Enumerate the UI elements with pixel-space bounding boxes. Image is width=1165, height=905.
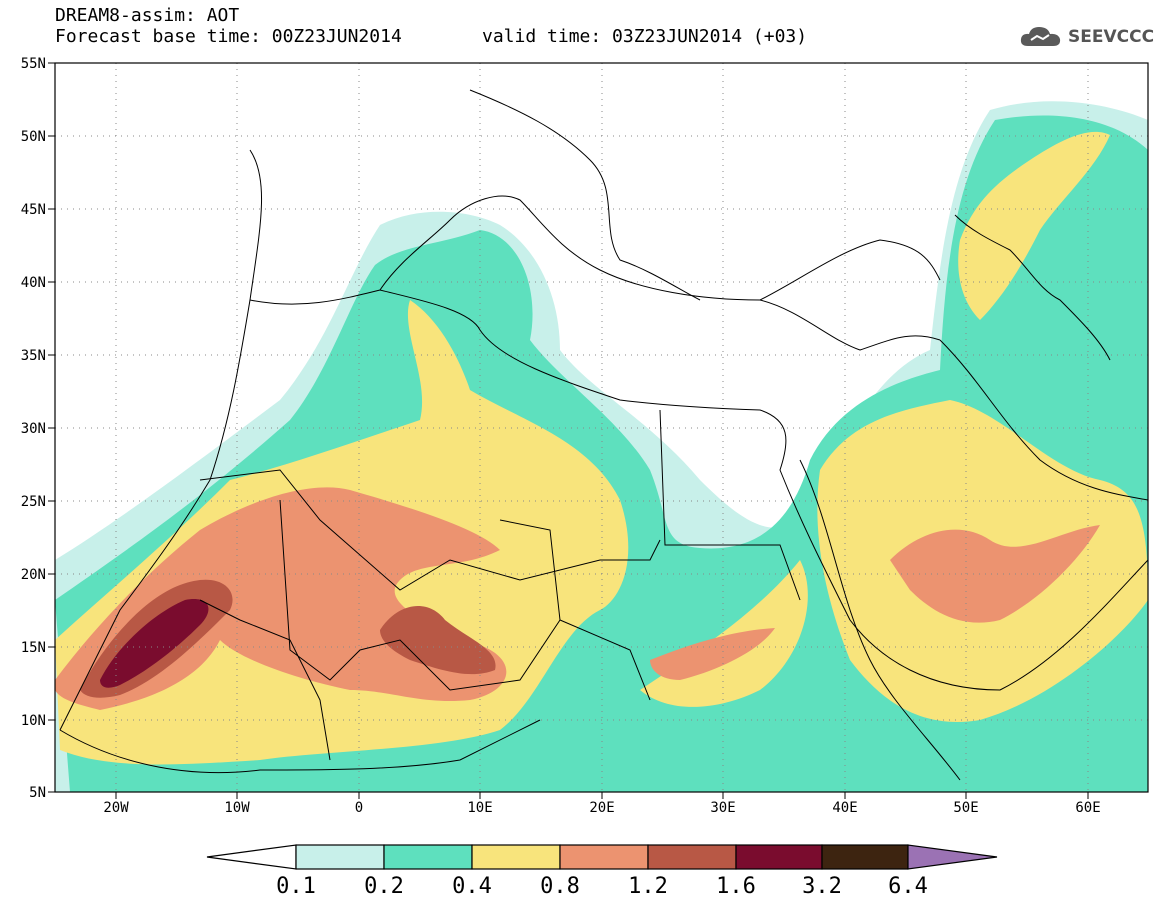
lat-label: 45N (21, 202, 46, 218)
color-legend (206, 844, 998, 870)
lat-label: 15N (21, 640, 46, 656)
legend-labels: 0.1 0.2 0.4 0.8 1.2 1.6 3.2 6.4 (276, 874, 928, 899)
lon-label: 20E (589, 800, 614, 816)
lat-label: 20N (21, 567, 46, 583)
legend-swatch (735, 844, 823, 870)
legend-label: 0.4 (452, 874, 492, 899)
lat-label: 35N (21, 348, 46, 364)
legend-swatch-over (907, 844, 998, 870)
map-title: DREAM8-assim: AOT (55, 5, 240, 26)
latitude-labels: 55N 50N 45N 40N 35N 30N 25N 20N 15N 10N … (21, 56, 46, 801)
legend-label: 1.2 (628, 874, 668, 899)
lon-label: 50E (953, 800, 978, 816)
lon-label: 20W (103, 800, 129, 816)
lon-label: 0 (355, 800, 363, 816)
legend-swatch (383, 844, 473, 870)
lat-label: 40N (21, 275, 46, 291)
lat-label: 50N (21, 129, 46, 145)
lon-label: 10E (467, 800, 492, 816)
lon-label: 40E (832, 800, 857, 816)
legend-label: 0.8 (540, 874, 580, 899)
legend-label: 1.6 (716, 874, 756, 899)
aot-layer-1-6 (100, 599, 209, 688)
legend-label: 0.2 (364, 874, 404, 899)
legend-swatch (647, 844, 737, 870)
lon-label: 10W (224, 800, 250, 816)
legend-label: 3.2 (802, 874, 842, 899)
lat-label: 10N (21, 713, 46, 729)
lon-label: 60E (1075, 800, 1100, 816)
lat-label: 30N (21, 421, 46, 437)
legend-swatch (559, 844, 649, 870)
legend-swatch (295, 844, 385, 870)
logo-text: SEEVCCC (1068, 27, 1155, 47)
longitude-labels: 20W 10W 0 10E 20E 30E 40E 50E 60E (103, 800, 1100, 816)
legend-label: 6.4 (888, 874, 928, 899)
legend-swatch-under (206, 844, 297, 870)
coastlines (59, 89, 1148, 781)
legend-label: 0.1 (276, 874, 316, 899)
lat-label: 25N (21, 494, 46, 510)
valid-time: valid time: 03Z23JUN2014 (+03) (482, 26, 808, 47)
lat-label: 55N (21, 56, 46, 72)
lon-label: 30E (710, 800, 735, 816)
graticule (55, 63, 1148, 792)
cloud-icon (1020, 27, 1061, 46)
seevccc-logo: SEEVCCC (1018, 22, 1154, 52)
lat-label: 5N (29, 785, 46, 801)
legend-swatch (821, 844, 909, 870)
forecast-base-time: Forecast base time: 00Z23JUN2014 (55, 26, 402, 47)
aot-layer-0-8 (55, 487, 1100, 710)
axis-ticks (48, 62, 1089, 799)
legend-swatch (471, 844, 561, 870)
